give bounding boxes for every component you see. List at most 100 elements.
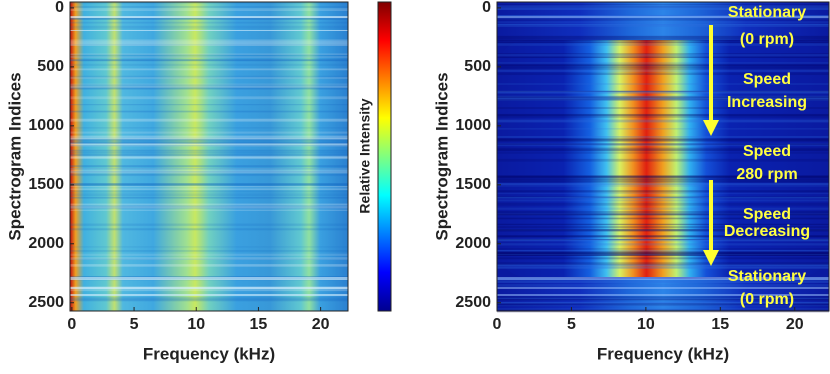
spectrogram-texture	[497, 235, 829, 238]
spectrogram-texture	[497, 16, 829, 20]
spectrogram-texture	[497, 143, 829, 146]
spectrogram-texture	[497, 191, 829, 193]
annotation: (0 rpm)	[740, 291, 794, 308]
x-tick-label: 20	[786, 316, 804, 333]
spectrogram-texture	[70, 141, 348, 144]
spectrogram-texture	[497, 253, 829, 257]
spectrogram-texture	[70, 167, 348, 171]
spectrogram-texture	[497, 176, 829, 179]
spectrogram-texture	[497, 296, 829, 299]
spectrogram-texture	[497, 212, 829, 216]
annotation: Stationary	[728, 4, 806, 21]
spectrogram-texture	[497, 5, 829, 8]
spectrogram-texture	[70, 43, 348, 46]
spectrogram-texture	[70, 7, 348, 10]
spectrogram-texture	[497, 72, 829, 76]
spectrogram-texture	[70, 63, 348, 66]
spectrogram-texture	[497, 54, 829, 57]
annotation: (0 rpm)	[740, 31, 794, 48]
spectrogram-texture	[497, 23, 829, 26]
spectrogram-texture	[497, 56, 829, 59]
y-tick-label: 500	[464, 58, 491, 75]
colorbar-label: Relative Intensity	[357, 98, 373, 213]
spectrogram-texture	[70, 84, 348, 88]
spectrogram-texture	[497, 63, 829, 67]
spectrogram-texture	[70, 190, 348, 193]
spectrogram-texture	[497, 251, 829, 255]
spectrogram-texture	[497, 294, 829, 296]
spectrogram-texture	[70, 118, 348, 122]
spectrogram-texture	[497, 228, 829, 232]
spectrogram-texture	[70, 258, 348, 260]
spectrogram-texture	[497, 263, 829, 266]
spectrogram-texture	[70, 25, 348, 29]
spectrogram-texture	[497, 229, 829, 231]
spectrogram-texture	[497, 264, 829, 268]
spectrogram-texture	[497, 90, 829, 93]
spectrogram-texture	[70, 299, 348, 302]
spectrogram-texture	[70, 68, 348, 71]
x-axis-label: Frequency (kHz)	[143, 344, 275, 363]
spectrogram-texture	[497, 40, 829, 42]
annotation: Increasing	[727, 94, 807, 111]
x-tick-label: 5	[567, 316, 576, 333]
spectrogram-texture	[497, 148, 829, 151]
spectrogram-texture	[497, 196, 829, 199]
spectrogram-texture	[497, 113, 829, 116]
spectrogram-texture	[497, 184, 829, 187]
x-tick-label: 15	[711, 316, 729, 333]
spectrogram-texture	[497, 65, 829, 68]
spectrogram-texture	[497, 301, 829, 304]
spectrogram-texture	[70, 193, 348, 195]
colorbar	[377, 1, 392, 312]
spectrogram-texture	[70, 287, 348, 289]
spectrogram-texture	[70, 173, 348, 177]
spectrogram-texture	[70, 205, 348, 207]
spectrogram-texture	[497, 99, 829, 101]
spectrogram-texture	[70, 17, 348, 20]
y-tick-label: 1500	[28, 176, 64, 193]
spectrogram-texture	[70, 144, 348, 147]
spectrogram-texture	[497, 175, 829, 178]
spectrogram-texture	[70, 104, 348, 106]
x-tick-label: 15	[250, 316, 268, 333]
spectrogram-texture	[497, 207, 829, 210]
spectrogram-texture	[497, 211, 829, 213]
spectrogram-texture	[497, 7, 829, 10]
spectrogram-texture	[497, 262, 829, 266]
spectrogram-texture	[497, 119, 829, 123]
spectrogram-texture	[497, 305, 829, 307]
spectrogram-texture	[497, 128, 829, 130]
spectrogram-texture	[70, 154, 348, 156]
spectrogram-texture	[497, 267, 829, 270]
spectrogram-texture	[70, 188, 348, 191]
spectrogram-texture	[497, 243, 829, 246]
spectrogram-texture	[497, 66, 829, 70]
y-tick-label: 2500	[455, 294, 491, 311]
spectrogram-texture	[70, 16, 348, 18]
spectrogram-texture	[497, 149, 829, 152]
y-tick-label: 0	[55, 0, 64, 16]
spectrogram-texture	[497, 257, 829, 260]
x-tick-label: 0	[67, 316, 76, 333]
spectrogram-texture	[70, 138, 348, 140]
spectrogram-texture	[497, 53, 829, 55]
spectrogram-texture	[497, 199, 829, 202]
spectrogram-texture	[70, 21, 348, 24]
spectrogram-texture	[497, 308, 829, 310]
spectrogram-texture	[497, 16, 829, 18]
y-tick-label: 500	[37, 58, 64, 75]
spectrogram-texture	[70, 41, 348, 44]
spectrogram-texture	[70, 59, 348, 62]
spectrogram-texture	[70, 294, 348, 296]
spectrogram-texture	[70, 141, 348, 144]
y-axis-label: Spectrogram Indices	[432, 72, 451, 240]
spectrogram-texture	[70, 6, 348, 8]
spectrogram-texture	[497, 95, 829, 99]
spectrogram-texture	[497, 17, 829, 21]
y-tick-label: 0	[482, 0, 491, 16]
spectrogram-texture	[70, 206, 348, 209]
y-tick-label: 2500	[28, 294, 64, 311]
spectrogram-texture	[70, 53, 348, 55]
spectrogram-texture	[70, 143, 348, 147]
